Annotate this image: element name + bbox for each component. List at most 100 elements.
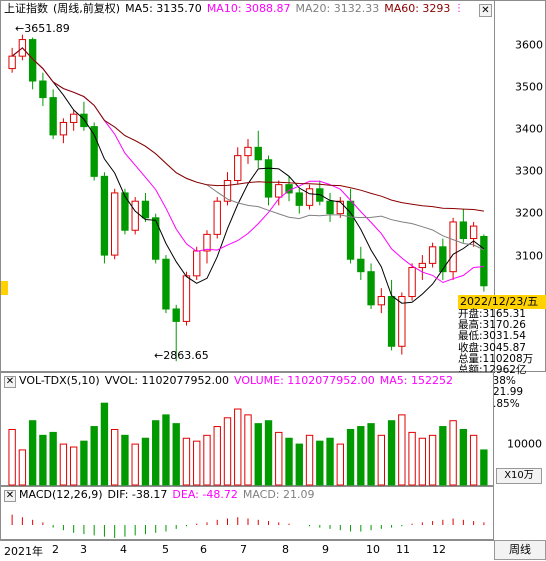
candle[interactable] (39, 72, 47, 106)
volume-bar[interactable] (111, 428, 119, 486)
settings-dots-icon[interactable]: ⋮ (454, 3, 464, 14)
volume-bar[interactable] (131, 443, 139, 486)
candle[interactable] (152, 213, 160, 264)
candle[interactable] (295, 188, 303, 214)
volume-unit-button[interactable]: X10万 (496, 468, 542, 484)
volume-bar[interactable] (39, 434, 47, 486)
volume-bar[interactable] (254, 423, 262, 486)
close-button[interactable]: ✕ (479, 4, 492, 17)
candle[interactable] (203, 230, 211, 264)
volume-bar[interactable] (244, 414, 252, 486)
volume-bar[interactable] (8, 428, 16, 486)
candle[interactable] (387, 279, 396, 351)
candle[interactable] (131, 197, 139, 235)
candle[interactable] (367, 263, 375, 309)
volume-bar[interactable] (49, 431, 57, 486)
volume-bar[interactable] (285, 437, 293, 486)
price-chart-svg[interactable] (1, 17, 495, 373)
candle[interactable] (275, 180, 283, 206)
candle[interactable] (28, 37, 37, 90)
volume-bar[interactable] (305, 434, 314, 486)
candle[interactable] (469, 221, 478, 247)
candle[interactable] (459, 209, 468, 243)
macd-pane[interactable]: MACD(12,26,9) DIF: -38.17 DEA: -48.72 MACD:… (0, 486, 494, 540)
volume-bar[interactable] (121, 434, 129, 486)
candle[interactable] (100, 172, 109, 264)
candle[interactable] (305, 184, 314, 210)
candle[interactable] (162, 255, 170, 314)
volume-chart-svg[interactable] (1, 389, 495, 487)
candle[interactable] (428, 242, 437, 268)
macd-close-button[interactable]: ✕ (4, 490, 16, 502)
candle[interactable] (49, 89, 57, 140)
volume-bar[interactable] (213, 426, 221, 486)
volume-bar[interactable] (264, 420, 273, 486)
volume-bar[interactable] (398, 414, 406, 486)
candle[interactable] (439, 238, 447, 280)
volume-bar[interactable] (336, 443, 344, 486)
candle[interactable] (8, 47, 16, 73)
candle[interactable] (59, 118, 68, 144)
candle[interactable] (80, 101, 88, 131)
volume-bar[interactable] (193, 440, 201, 486)
left-scroll-marker[interactable] (1, 281, 8, 295)
volume-bar[interactable] (357, 426, 365, 486)
volume-bar[interactable] (162, 414, 170, 486)
volume-bar[interactable] (387, 420, 396, 486)
candle[interactable] (357, 246, 365, 280)
volume-bar[interactable] (223, 417, 232, 486)
volume-bar[interactable] (377, 434, 385, 486)
macd-chart-svg[interactable] (1, 503, 495, 541)
candle[interactable] (377, 288, 385, 314)
volume-bar[interactable] (69, 446, 78, 486)
volume-bar[interactable] (316, 440, 324, 486)
volume-bar[interactable] (152, 420, 160, 486)
candle[interactable] (141, 192, 150, 222)
candle[interactable] (244, 139, 252, 164)
volume-bar[interactable] (346, 428, 355, 486)
candle[interactable] (285, 176, 293, 202)
candle[interactable] (234, 147, 242, 185)
candle[interactable] (223, 172, 232, 206)
volume-bar[interactable] (275, 431, 283, 486)
period-button[interactable]: 周线 (494, 540, 546, 560)
volume-bar[interactable] (172, 423, 180, 486)
volume-bar[interactable] (234, 408, 242, 486)
volume-bar[interactable] (100, 402, 109, 486)
price-pane[interactable]: 上证指数 (周线,前复权) MA5: 3135.70 MA10: 3088.87 MA2… (0, 0, 546, 372)
volume-bar[interactable] (418, 437, 427, 486)
candle[interactable] (254, 130, 262, 169)
volume-bar[interactable] (18, 449, 27, 486)
volume-bar[interactable] (90, 426, 98, 486)
volume-bar[interactable] (141, 437, 150, 486)
volume-bar[interactable] (459, 428, 468, 486)
volume-bar[interactable] (295, 443, 303, 486)
volume-bar[interactable] (439, 426, 447, 486)
volume-bar[interactable] (182, 437, 191, 486)
volume-bar[interactable] (408, 431, 416, 486)
volume-bar[interactable] (59, 443, 68, 486)
candle[interactable] (346, 188, 355, 264)
volume-bar[interactable] (449, 420, 457, 486)
candle[interactable] (336, 197, 344, 218)
candle[interactable] (418, 255, 427, 280)
candle[interactable] (172, 304, 180, 362)
volume-bar[interactable] (367, 423, 375, 486)
candle[interactable] (213, 197, 221, 239)
candle[interactable] (480, 234, 488, 292)
candle[interactable] (264, 155, 273, 206)
volume-bar[interactable] (80, 440, 88, 486)
volume-close-button[interactable]: ✕ (4, 376, 16, 388)
candle[interactable] (182, 271, 191, 326)
candle[interactable] (408, 263, 416, 301)
volume-bar[interactable] (428, 434, 437, 486)
candle[interactable] (449, 217, 457, 280)
volume-bar[interactable] (480, 449, 488, 486)
volume-bar[interactable] (28, 420, 37, 486)
volume-pane[interactable]: VOL-TDX(5,10) VVOL: 1102077952.00 VOLUME: … (0, 372, 494, 486)
candle[interactable] (326, 192, 334, 222)
volume-bar[interactable] (469, 434, 478, 486)
volume-bar[interactable] (326, 437, 334, 486)
candle[interactable] (90, 122, 98, 181)
candle[interactable] (69, 110, 78, 131)
